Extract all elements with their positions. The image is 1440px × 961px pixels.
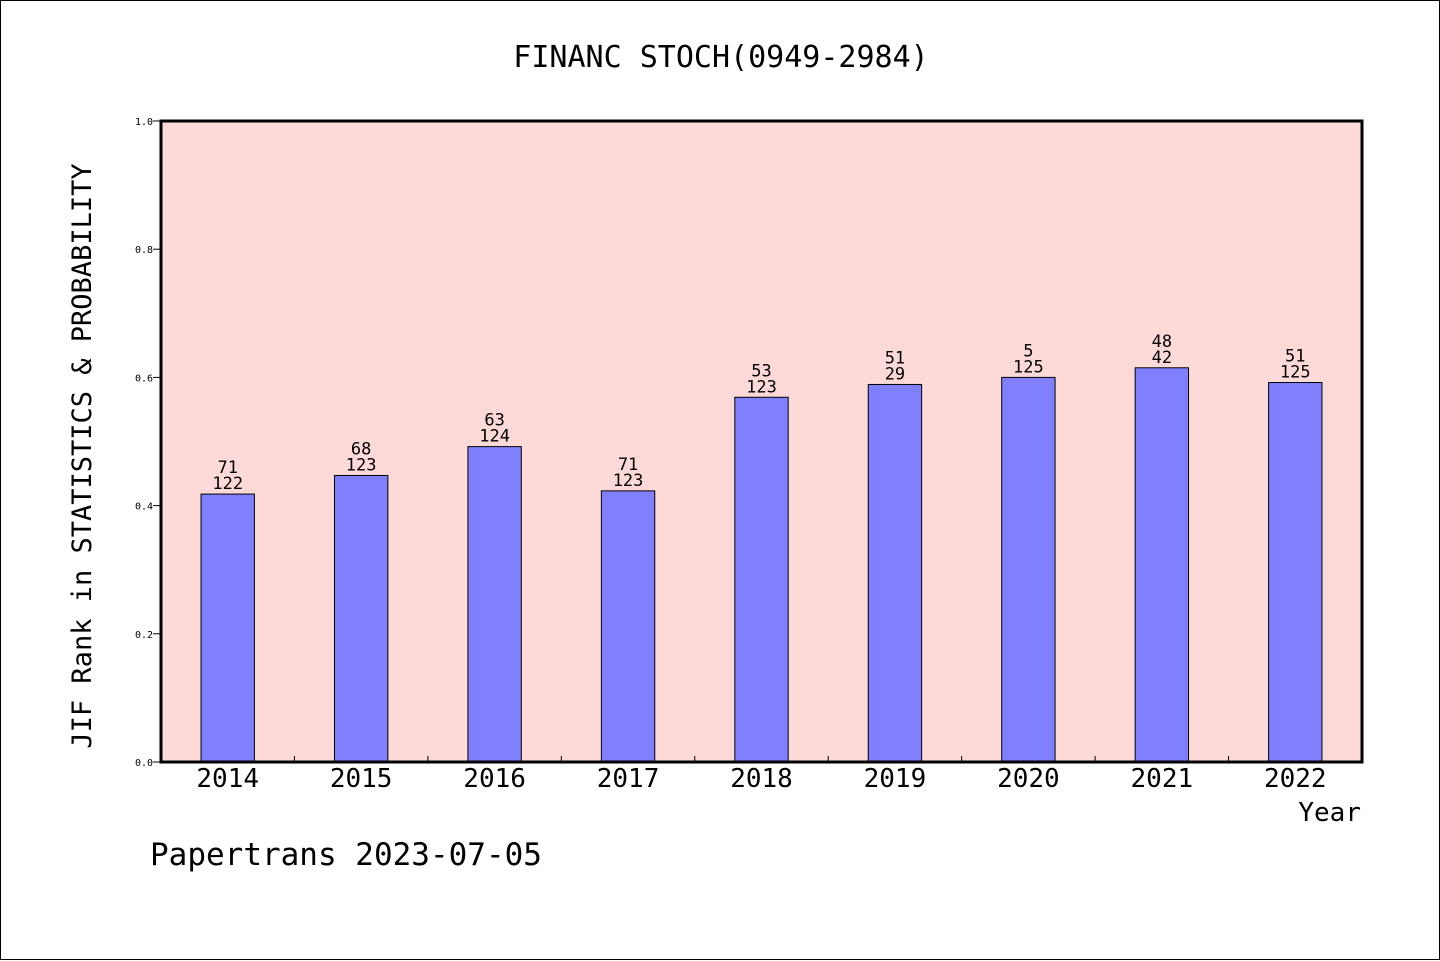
bar-label-bottom: 42 xyxy=(1152,348,1172,368)
x-tick-label: 2022 xyxy=(1264,764,1327,794)
plot-border xyxy=(159,119,1364,764)
bar-label-bottom: 123 xyxy=(613,471,644,491)
bar-label-top: 71 xyxy=(618,455,638,475)
x-tick-label: 2019 xyxy=(864,764,927,794)
bar-2020 xyxy=(1001,376,1056,763)
y-tick-label: 0.6 xyxy=(135,373,153,384)
bar-label-top: 63 xyxy=(484,411,504,431)
x-tick-label: 2014 xyxy=(196,764,259,794)
bar-series xyxy=(200,367,1323,763)
bar-label-bottom: 122 xyxy=(212,474,243,494)
bar-2018 xyxy=(734,396,789,763)
bar-label-bottom: 125 xyxy=(1013,357,1044,377)
bar-label-top: 53 xyxy=(751,361,771,381)
bar-label-top: 51 xyxy=(885,348,905,368)
bar-label-top: 5 xyxy=(1023,341,1033,361)
bar-label-bottom: 29 xyxy=(885,364,905,384)
y-tick-label: 0.4 xyxy=(135,502,153,513)
y-tick-label: 0.8 xyxy=(135,245,153,256)
y-tick-label: 0.0 xyxy=(135,758,153,769)
x-axis-label: Year xyxy=(1298,798,1361,828)
x-tick-label: 2021 xyxy=(1131,764,1194,794)
bar-label-top: 71 xyxy=(217,458,237,478)
x-tick-label: 2016 xyxy=(463,764,526,794)
chart-title: FINANC STOCH(0949-2984) xyxy=(513,40,928,75)
bar-2022 xyxy=(1268,382,1323,763)
bar-label-bottom: 123 xyxy=(746,377,777,397)
y-axis-label: JIF Rank in STATISTICS & PROBABILITY xyxy=(67,163,98,748)
bar-2015 xyxy=(333,474,389,763)
y-axis: 0.0 0.2 0.4 0.6 0.8 1.0 xyxy=(135,117,161,769)
bar-label-top: 48 xyxy=(1152,332,1172,352)
footer-text: Papertrans 2023-07-05 xyxy=(150,837,542,873)
bar-2019 xyxy=(867,383,923,763)
bar-2021 xyxy=(1134,367,1190,763)
x-axis: 2014 2015 2016 2017 2018 2019 2020 2021 2022 xyxy=(196,756,1327,794)
bar-label-bottom: 123 xyxy=(346,455,377,475)
x-tick-label: 2018 xyxy=(730,764,793,794)
bar-label-bottom: 125 xyxy=(1280,363,1311,383)
bar-label-bottom: 124 xyxy=(479,427,510,447)
bar-2016 xyxy=(467,446,522,763)
y-tick-label: 0.2 xyxy=(135,630,153,641)
y-tick-label: 1.0 xyxy=(135,117,153,128)
bar-label-top: 68 xyxy=(351,439,371,459)
bar-2017 xyxy=(600,490,656,763)
bar-label-top: 51 xyxy=(1285,347,1305,367)
x-tick-label: 2015 xyxy=(330,764,393,794)
x-tick-label: 2020 xyxy=(997,764,1060,794)
x-tick-label: 2017 xyxy=(597,764,660,794)
bar-2014 xyxy=(200,493,255,763)
